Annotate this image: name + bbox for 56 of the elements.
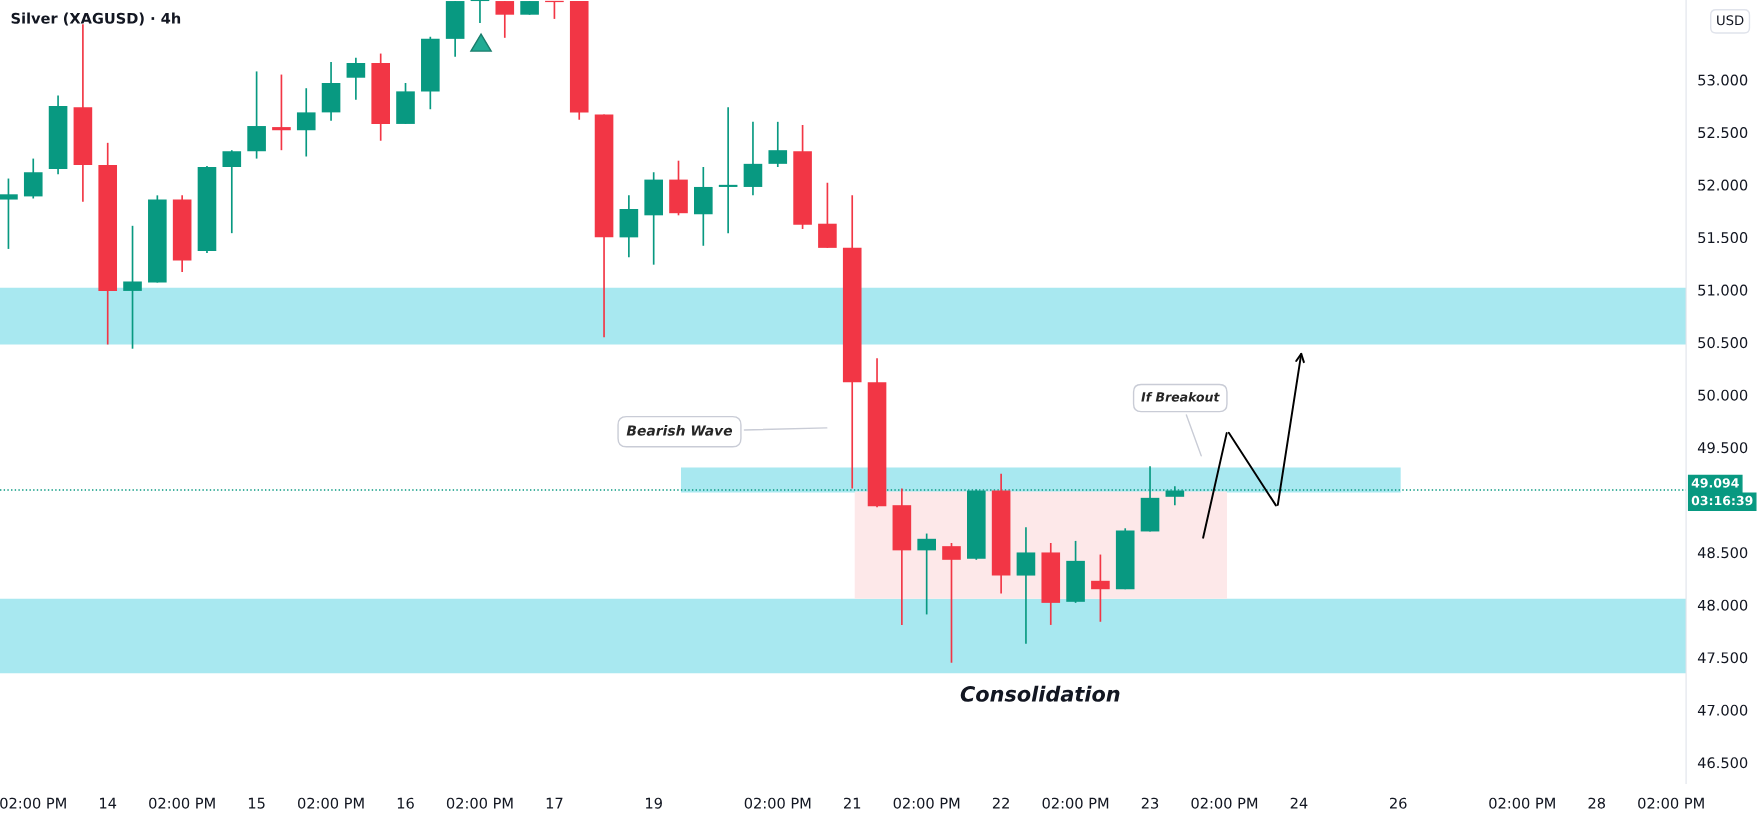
candlestick [768, 120, 788, 168]
x-tick-label: 02:00 PM [0, 797, 66, 809]
x-tick-label: 19 [646, 797, 662, 809]
x-tick-label: 02:00 PM [744, 797, 811, 809]
x-tick-label: 23 [1141, 797, 1159, 809]
candlestick [1091, 553, 1110, 623]
x-tick-label: 26 [1389, 797, 1407, 809]
y-tick-label: 52.000 [1698, 179, 1748, 191]
candlestick [917, 532, 936, 616]
text: Silver (XAGUSD) · 4h [11, 12, 181, 26]
x-tick-label: 02:00 PM [149, 797, 215, 809]
y-tick-label: 52.500 [1698, 127, 1748, 139]
x-tick-label: 02:00 PM [1638, 797, 1704, 809]
x-tick-label: 21 [844, 797, 861, 809]
x-tick-label: 17 [546, 797, 563, 809]
text: 03:16:39 [1691, 495, 1753, 506]
y-tick-label: 50.000 [1698, 389, 1748, 401]
ref-line-label: 49.094 [1691, 478, 1739, 488]
x-tick-label: 28 [1588, 797, 1606, 809]
y-tick-label: 48.000 [1697, 599, 1748, 611]
annotation: Bearish Wave [626, 425, 733, 436]
candlestick [495, 0, 515, 39]
y-tick-label: 48.500 [1697, 547, 1748, 559]
y-tick-label: 46.500 [1697, 757, 1748, 769]
candlestick [942, 542, 961, 664]
x-tick-label: 02:00 PM [446, 797, 513, 809]
x-tick-label: 02:00 PM [298, 797, 364, 809]
y-tick-label: 51.500 [1698, 232, 1748, 244]
candlestick [0, 177, 18, 250]
candlestick [718, 106, 738, 235]
candlestick [346, 56, 366, 101]
candlestick [222, 149, 242, 235]
candlestick [123, 224, 142, 350]
y-tick-label: 51.000 [1698, 284, 1748, 296]
x-tick-label: 24 [1290, 797, 1308, 809]
x-tick-label: 14 [100, 797, 117, 809]
candlestick [1016, 526, 1036, 645]
y-tick-label: 49.500 [1697, 442, 1748, 454]
x-tick-label: 02:00 PM [1042, 797, 1109, 809]
x-tick-label: 02:00 PM [1191, 797, 1258, 809]
candlestick [272, 73, 291, 152]
y-tick-label: 47.000 [1697, 704, 1748, 716]
x-tick-label: 02:00 PM [893, 797, 960, 809]
candlestick [296, 87, 316, 158]
x-tick-label: 15 [248, 797, 265, 809]
y-axis-title: USD [1717, 15, 1744, 26]
x-tick-label: 22 [992, 797, 1009, 809]
annotation: Consolidation [960, 685, 1120, 702]
y-tick-label: 53.000 [1698, 74, 1748, 86]
candlestick [470, 0, 490, 24]
y-tick-label: 50.500 [1698, 337, 1748, 349]
x-tick-label: 16 [397, 797, 414, 809]
candlestick [743, 120, 763, 197]
y-tick-label: 47.500 [1697, 652, 1748, 664]
annotation: If Breakout [1141, 391, 1220, 402]
x-tick-label: 02:00 PM [1489, 797, 1555, 809]
